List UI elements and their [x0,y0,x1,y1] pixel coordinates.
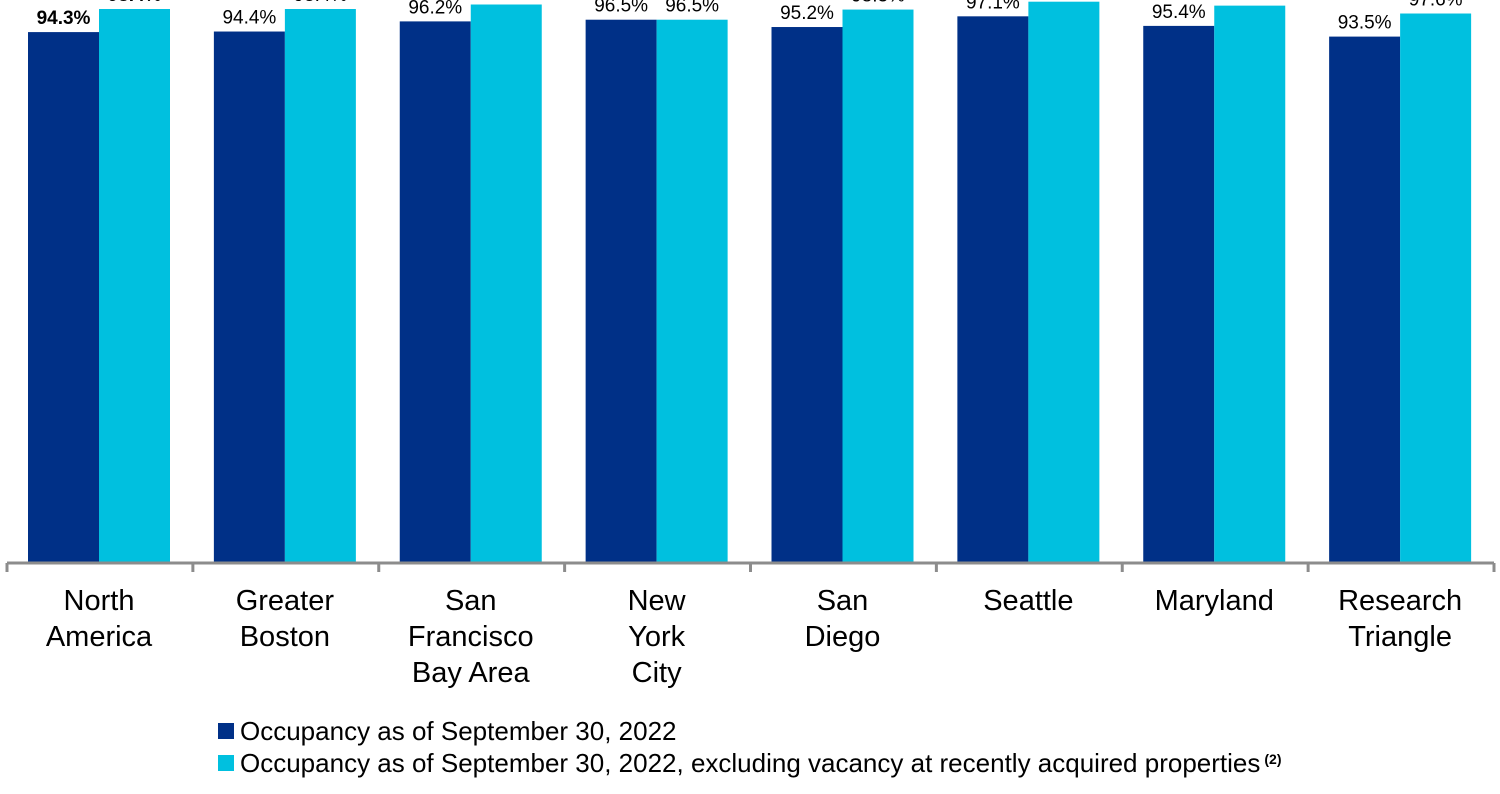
bar-1-2 [399,21,471,564]
legend-label-series1: Occupancy as of September 30, 2022 [240,716,677,746]
data-label-1-1: 94.4% [222,8,276,29]
legend: Occupancy as of September 30, 2022 Occup… [218,715,1282,779]
category-label-2: San Francisco Bay Area [408,585,534,689]
data-label-2-4: 98.3% [851,0,905,7]
bar-2-7 [1400,13,1472,563]
legend-swatch-series2 [218,755,234,771]
bar-2-6 [1214,5,1286,563]
category-label-0: North America [46,585,153,653]
data-label-2-2: 99.2% [479,0,533,2]
category-label-4: San Diego [805,585,881,653]
data-label-2-6: 99.0% [1223,0,1277,3]
data-label-2-3: 96.5% [665,0,719,17]
data-label-1-3: 96.5% [594,0,648,17]
legend-item-series2: Occupancy as of September 30, 2022, excl… [218,747,1282,779]
bar-1-4 [771,27,843,564]
data-label-2-0: 98.4% [108,0,162,6]
data-label-1-7: 93.5% [1338,13,1392,34]
data-label-1-2: 96.2% [408,0,462,18]
bar-1-3 [585,19,657,563]
bar-1-5 [957,16,1029,563]
category-label-3: New York City [628,585,687,689]
category-label-5: Seattle [983,585,1073,617]
data-label-1-0: 94.3% [37,8,91,29]
bar-2-5 [1028,1,1100,563]
bar-1-1 [213,31,285,563]
bar-2-2 [470,4,542,563]
data-label-1-4: 95.2% [780,3,834,24]
bar-2-0 [99,9,170,564]
category-label-7: Research Triangle [1338,585,1462,653]
bar-1-0 [28,32,99,563]
bar-2-3 [656,19,728,563]
bar-2-4 [842,9,914,564]
legend-swatch-series1 [218,723,234,739]
category-label-1: Greater Boston [236,585,335,653]
legend-footnote: (2) [1264,751,1282,767]
legend-item-series1: Occupancy as of September 30, 2022 [218,715,1282,747]
bar-1-6 [1143,25,1215,563]
legend-label-series2: Occupancy as of September 30, 2022, excl… [240,748,1261,778]
bar-1-7 [1329,36,1401,564]
data-label-1-6: 95.4% [1152,2,1206,23]
data-label-2-1: 98.4% [293,0,347,6]
category-label-6: Maryland [1155,585,1274,617]
data-label-1-5: 97.1% [966,0,1020,13]
bar-2-1 [284,9,356,564]
data-label-2-7: 97.6% [1409,0,1463,11]
